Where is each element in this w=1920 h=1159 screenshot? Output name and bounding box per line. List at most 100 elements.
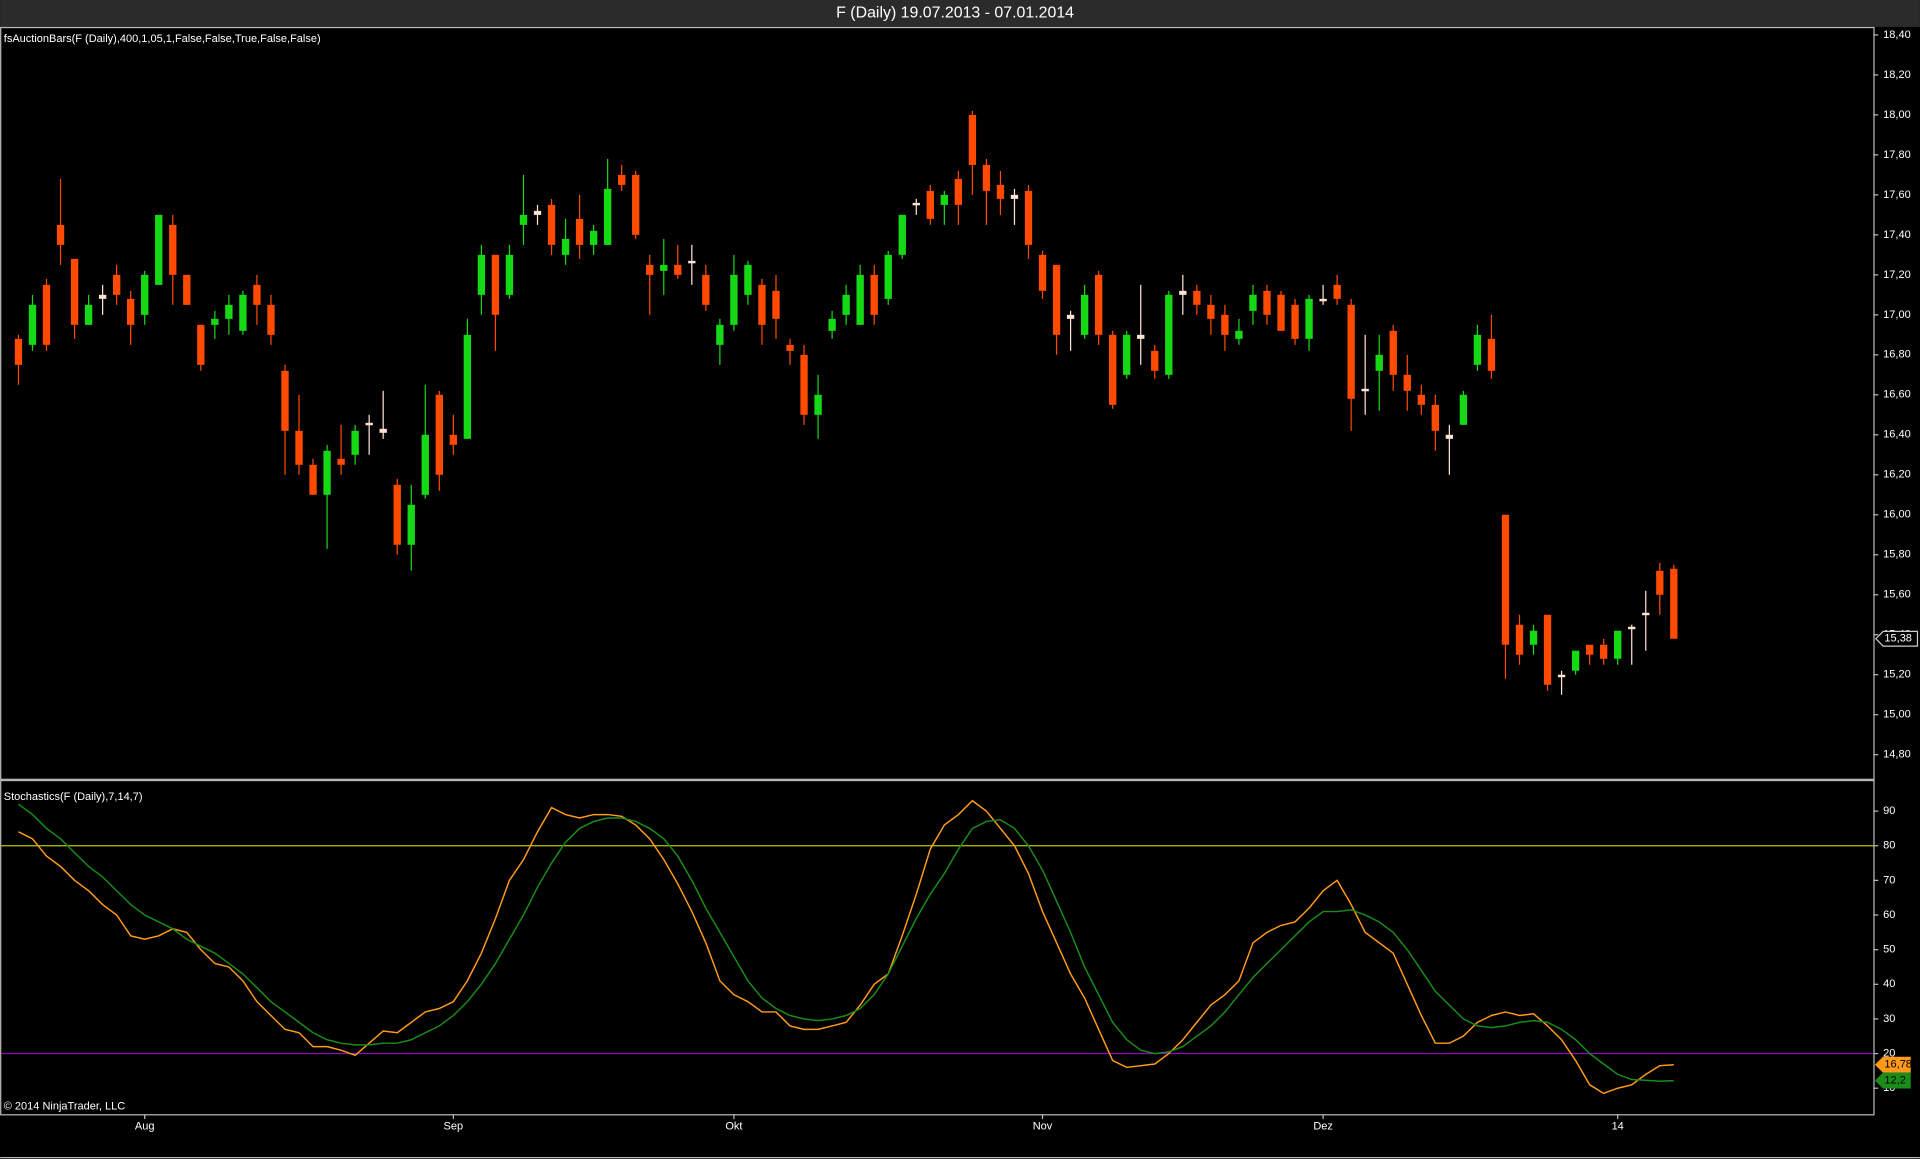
candle-body bbox=[14, 338, 23, 365]
candle-body bbox=[632, 174, 640, 235]
candle-body bbox=[351, 430, 359, 455]
y-tick-label: 90 bbox=[1883, 805, 1895, 817]
candle-body bbox=[1403, 374, 1411, 391]
candle-body bbox=[1614, 630, 1622, 659]
candle-body bbox=[28, 304, 37, 345]
candle-body bbox=[1179, 290, 1187, 295]
candle-body bbox=[1529, 630, 1538, 645]
candle-body bbox=[112, 274, 121, 295]
candle-body bbox=[758, 284, 766, 325]
candle-body bbox=[646, 264, 654, 275]
stoch-line bbox=[18, 803, 1674, 1082]
x-tick-label: Nov bbox=[1033, 1120, 1053, 1132]
candle-body bbox=[407, 504, 415, 545]
candle-body bbox=[127, 298, 135, 325]
title-bar bbox=[0, 0, 1920, 27]
candle-body bbox=[1221, 314, 1229, 335]
y-tick-label: 40 bbox=[1883, 978, 1895, 990]
candle-body bbox=[84, 304, 93, 325]
candle-body bbox=[421, 434, 429, 495]
candle-body bbox=[800, 354, 808, 415]
y-tick-label: 17,20 bbox=[1883, 269, 1911, 281]
candle-body bbox=[533, 210, 542, 215]
y-tick-label: 18,40 bbox=[1883, 29, 1911, 41]
candle-body bbox=[814, 394, 822, 415]
candle-body bbox=[870, 274, 878, 315]
y-tick-label: 18,00 bbox=[1883, 109, 1911, 121]
candle-body bbox=[842, 294, 850, 315]
candle-body bbox=[211, 318, 219, 325]
candle-body bbox=[1235, 330, 1243, 339]
candle-body bbox=[155, 214, 163, 285]
candle-body bbox=[1207, 304, 1215, 319]
candle-body bbox=[141, 274, 149, 315]
price-panel bbox=[0, 26, 1875, 780]
x-tick-label: Dez bbox=[1313, 1120, 1333, 1132]
candle-body bbox=[996, 184, 1005, 199]
candle-body bbox=[884, 254, 892, 299]
last-value-box bbox=[1874, 1072, 1911, 1089]
candle-body bbox=[309, 464, 317, 495]
x-tick-label: 14 bbox=[1612, 1120, 1624, 1132]
y-tick-label: 15,20 bbox=[1883, 669, 1911, 681]
y-tick-label: 16,60 bbox=[1883, 389, 1911, 401]
candle-body bbox=[702, 274, 710, 305]
candle-body bbox=[730, 274, 738, 325]
candle-body bbox=[1137, 334, 1145, 339]
y-tick-label: 15,80 bbox=[1883, 549, 1911, 561]
candle-body bbox=[940, 194, 949, 205]
candle-body bbox=[505, 254, 514, 295]
candle-body bbox=[1319, 298, 1327, 302]
candle-body bbox=[491, 254, 500, 315]
candle-body bbox=[379, 428, 387, 433]
y-tick-label: 15,60 bbox=[1883, 589, 1911, 601]
y-tick-label: 17,00 bbox=[1883, 309, 1911, 321]
candle-body bbox=[1080, 294, 1089, 335]
candle-body bbox=[337, 458, 345, 465]
last-price-label: 15,38 bbox=[1884, 633, 1912, 645]
y-tick-label: 17,40 bbox=[1883, 229, 1911, 241]
y-tick-label: 16,80 bbox=[1883, 349, 1911, 361]
y-tick-label: 16,00 bbox=[1883, 509, 1911, 521]
candle-body bbox=[477, 254, 486, 295]
candle-body bbox=[1361, 388, 1369, 392]
candle-body bbox=[70, 258, 79, 325]
y-tick-label: 30 bbox=[1883, 1013, 1895, 1025]
x-tick-label: Aug bbox=[135, 1120, 155, 1132]
candle-body bbox=[1024, 190, 1033, 245]
y-tick-label: 18,20 bbox=[1883, 69, 1911, 81]
candle-body bbox=[239, 294, 247, 331]
candle-body bbox=[1277, 294, 1285, 331]
y-tick-label: 15,00 bbox=[1883, 709, 1911, 721]
candle-body bbox=[435, 394, 443, 475]
candle-body bbox=[674, 264, 682, 275]
candle-body bbox=[589, 230, 598, 245]
indicator-label: Stochastics(F (Daily),7,14,7) bbox=[4, 791, 143, 803]
candle-body bbox=[463, 334, 472, 439]
candle-body bbox=[365, 422, 373, 426]
candle-body bbox=[954, 178, 963, 205]
stoch-line bbox=[18, 799, 1674, 1095]
candle-body bbox=[1628, 626, 1636, 630]
candle-body bbox=[98, 294, 107, 299]
candle-body bbox=[772, 290, 780, 319]
candle-body bbox=[898, 214, 906, 255]
y-tick-label: 17,60 bbox=[1883, 189, 1911, 201]
candle-body bbox=[1571, 650, 1580, 671]
candle-body bbox=[1656, 570, 1664, 595]
candle-body bbox=[1501, 514, 1510, 645]
candle-body bbox=[323, 450, 331, 495]
candle-body bbox=[1094, 274, 1103, 335]
candle-body bbox=[912, 202, 920, 206]
candle-body bbox=[1193, 290, 1201, 305]
candle-body bbox=[660, 264, 668, 271]
last-value-label: 12,2 bbox=[1884, 1074, 1905, 1086]
candle-body bbox=[828, 318, 836, 331]
candle-body bbox=[1333, 284, 1341, 299]
candle-body bbox=[856, 274, 864, 325]
candle-body bbox=[1515, 624, 1524, 655]
candle-body bbox=[1473, 334, 1482, 365]
candle-body bbox=[688, 260, 696, 264]
x-tick-label: Sep bbox=[444, 1120, 464, 1132]
candle-body bbox=[253, 284, 261, 305]
